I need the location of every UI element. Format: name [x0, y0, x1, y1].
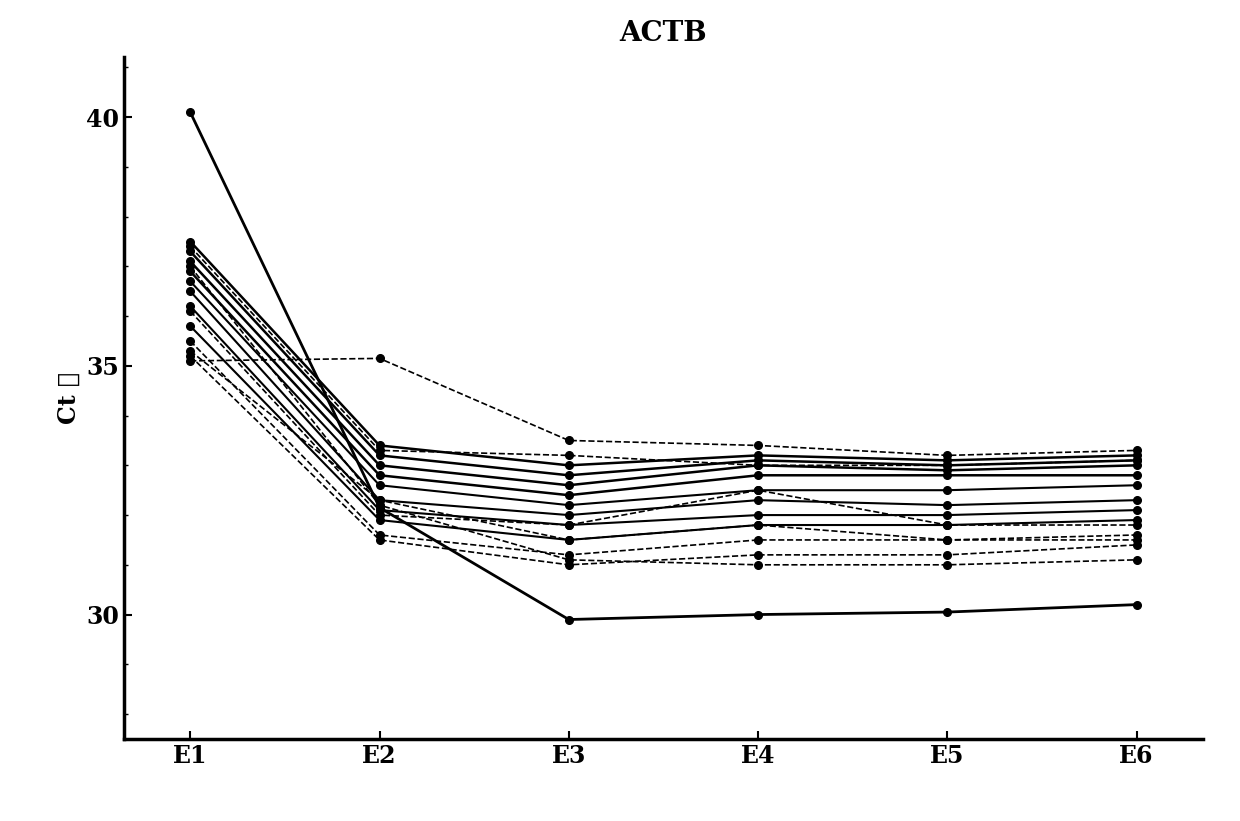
Y-axis label: Ct 局: Ct 局: [57, 372, 81, 424]
Title: ACTB: ACTB: [620, 20, 707, 47]
